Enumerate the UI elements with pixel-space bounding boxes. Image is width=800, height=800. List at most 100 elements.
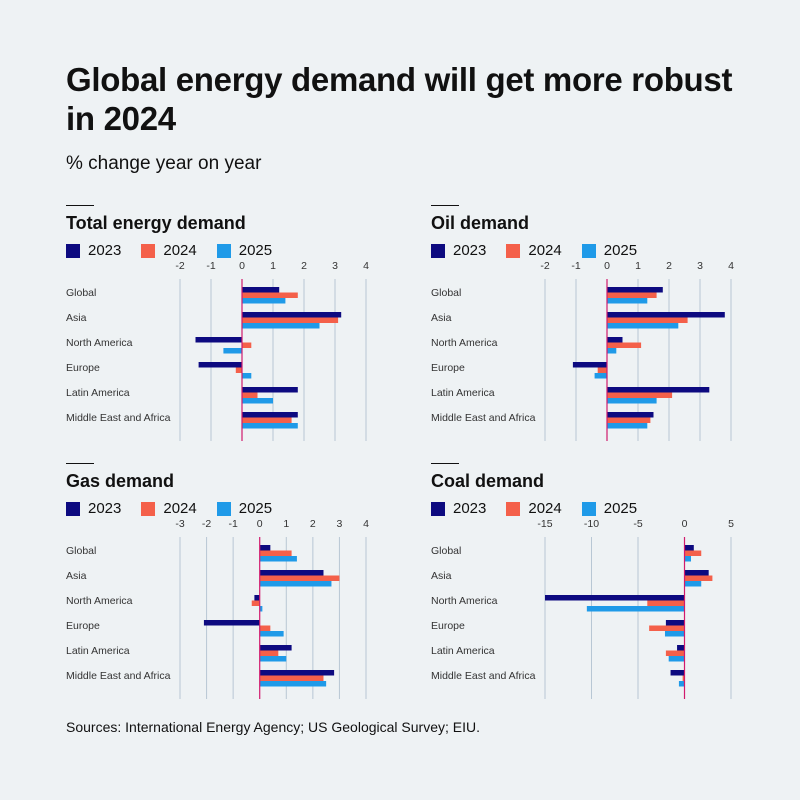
category-label: Middle East and Africa xyxy=(431,670,536,682)
bar-2024 xyxy=(260,576,340,582)
bar-2023 xyxy=(607,287,663,293)
category-label: North America xyxy=(66,337,133,349)
legend-label: 2024 xyxy=(528,500,561,517)
bar-2025 xyxy=(607,323,678,329)
bar-2024 xyxy=(649,626,684,632)
panel-rule xyxy=(66,205,94,206)
tick-label: -2 xyxy=(175,260,184,272)
bar-2025 xyxy=(607,348,616,354)
bar-2023 xyxy=(242,387,298,393)
bar-2023 xyxy=(254,595,259,601)
bar-2025 xyxy=(242,323,320,329)
bar-2024 xyxy=(242,343,251,349)
legend-swatch-2024 xyxy=(141,502,155,516)
panel-rule xyxy=(66,463,94,464)
panel-title: Total energy demand xyxy=(66,213,246,234)
legend: 2023 2024 2025 xyxy=(66,242,292,259)
tick-label: -10 xyxy=(584,518,599,530)
tick-label: -5 xyxy=(633,518,642,530)
legend-swatch-2025 xyxy=(217,502,231,516)
source-note: Sources: International Energy Agency; US… xyxy=(66,719,480,735)
legend-label: 2024 xyxy=(163,242,196,259)
bar-2023 xyxy=(685,570,709,576)
tick-label: 1 xyxy=(635,260,641,272)
bar-2025 xyxy=(685,581,702,587)
bar-2025 xyxy=(260,581,332,587)
legend-swatch-2023 xyxy=(66,244,80,258)
tick-label: -1 xyxy=(206,260,215,272)
category-label: Middle East and Africa xyxy=(431,412,536,424)
bar-2025 xyxy=(260,631,284,637)
panel-rule xyxy=(431,205,459,206)
bar-2024 xyxy=(607,393,672,399)
legend-swatch-2023 xyxy=(66,502,80,516)
legend-swatch-2025 xyxy=(217,244,231,258)
bar-2023 xyxy=(671,670,685,676)
tick-label: 2 xyxy=(301,260,307,272)
chart-svg: -2 -1 0 1 2 3 4 Global Asia North America Europe La… xyxy=(431,269,751,435)
bar-2025 xyxy=(260,656,287,662)
bar-2024 xyxy=(242,393,258,399)
legend-swatch-2024 xyxy=(506,244,520,258)
category-label: Asia xyxy=(66,312,87,324)
legend-swatch-2025 xyxy=(582,502,596,516)
legend-item-2023: 2023 xyxy=(66,500,121,517)
legend-item-2024: 2024 xyxy=(506,500,561,517)
bar-2023 xyxy=(260,570,324,576)
bar-2025 xyxy=(242,298,285,304)
bar-2024 xyxy=(260,551,292,557)
tick-label: 2 xyxy=(666,260,672,272)
bar-2023 xyxy=(607,312,725,318)
legend-label: 2025 xyxy=(604,500,637,517)
category-label: Global xyxy=(66,545,96,557)
legend-label: 2023 xyxy=(453,500,486,517)
bar-2024 xyxy=(666,651,685,657)
tick-label: 3 xyxy=(337,518,343,530)
bar-2024 xyxy=(260,651,279,657)
bar-2025 xyxy=(679,681,685,687)
legend-swatch-2024 xyxy=(141,244,155,258)
bar-2025 xyxy=(260,556,297,562)
bar-2024 xyxy=(598,368,607,374)
category-label: Latin America xyxy=(431,645,495,657)
bar-2024 xyxy=(260,676,324,682)
legend-label: 2024 xyxy=(528,242,561,259)
legend-item-2025: 2025 xyxy=(217,242,272,259)
bar-2024 xyxy=(607,293,657,299)
bar-2024 xyxy=(260,626,271,632)
legend-label: 2025 xyxy=(239,500,272,517)
legend-item-2025: 2025 xyxy=(582,500,637,517)
tick-label: -2 xyxy=(540,260,549,272)
legend-item-2023: 2023 xyxy=(431,242,486,259)
bar-2023 xyxy=(242,412,298,418)
panel-oil: Oil demand 2023 2024 2025 -2 -1 0 1 2 3 4 Globa… xyxy=(431,205,771,435)
tick-label: 0 xyxy=(239,260,245,272)
category-label: Middle East and Africa xyxy=(66,670,171,682)
legend-label: 2025 xyxy=(239,242,272,259)
legend-item-2025: 2025 xyxy=(582,242,637,259)
tick-label: 1 xyxy=(283,518,289,530)
tick-label: 0 xyxy=(604,260,610,272)
bar-2025 xyxy=(242,398,273,404)
category-label: Global xyxy=(431,287,461,299)
bar-2024 xyxy=(242,318,338,324)
bar-2023 xyxy=(242,287,279,293)
bar-2023 xyxy=(260,545,271,551)
category-label: Latin America xyxy=(66,387,130,399)
bar-2023 xyxy=(607,412,654,418)
bar-2024 xyxy=(685,551,702,557)
tick-label: 4 xyxy=(363,260,369,272)
tick-label: -1 xyxy=(228,518,237,530)
bar-2025 xyxy=(607,298,647,304)
bar-2023 xyxy=(545,595,685,601)
category-label: Latin America xyxy=(431,387,495,399)
bar-2023 xyxy=(260,645,292,651)
category-label: Asia xyxy=(431,570,452,582)
legend-label: 2023 xyxy=(88,242,121,259)
category-label: Latin America xyxy=(66,645,130,657)
tick-label: 3 xyxy=(332,260,338,272)
bar-2025 xyxy=(587,606,685,612)
bar-2025 xyxy=(595,373,607,379)
bar-2023 xyxy=(685,545,694,551)
bar-2025 xyxy=(685,556,692,562)
